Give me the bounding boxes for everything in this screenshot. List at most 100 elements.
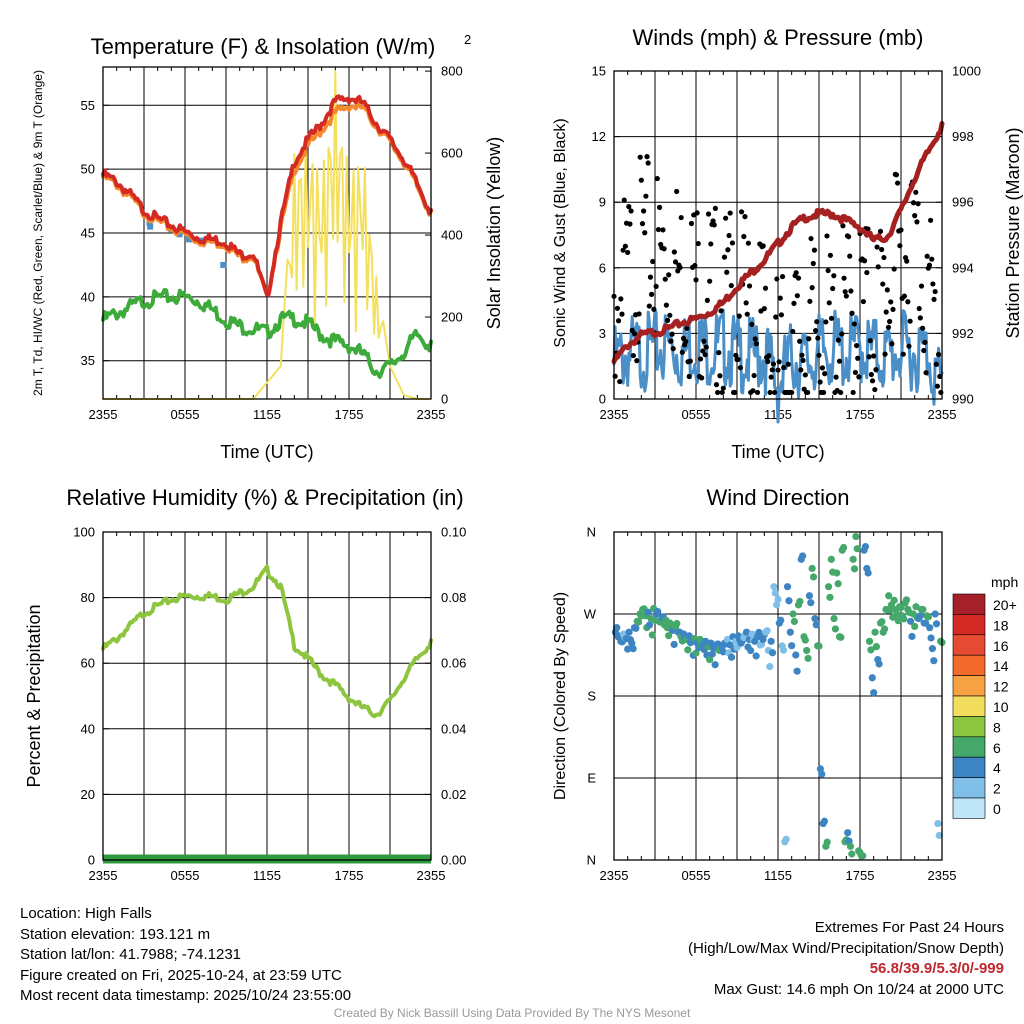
- x-tick-label: 2355: [928, 868, 957, 883]
- direction-point: [852, 532, 860, 541]
- chart-title: Wind Direction: [706, 485, 849, 510]
- gust-point: [743, 300, 749, 306]
- colorbar: mph 20+ 18 16 14 12 10 8 6 4 2 0: [952, 574, 1018, 819]
- direction-point: [886, 606, 894, 614]
- gust-point: [931, 296, 937, 303]
- gust-point: [762, 285, 769, 291]
- x-tick-label: 1155: [253, 407, 281, 422]
- gust-point: [718, 308, 724, 314]
- direction-point: [820, 817, 829, 825]
- direction-point: [629, 645, 637, 653]
- gust-point: [793, 270, 799, 276]
- y-axis-label-left: Sonic Wind & Gust (Blue, Black): [552, 118, 569, 347]
- y-tick-label-right: 400: [441, 228, 463, 243]
- colorbar-swatch: [952, 797, 986, 819]
- chart-3: 2355 0555 1155 1755 23550204060801000.000.02…: [24, 485, 466, 883]
- gust-point: [887, 318, 893, 325]
- gust-point: [674, 188, 680, 195]
- gust-point: [930, 281, 936, 287]
- direction-point: [815, 642, 823, 650]
- gust-point: [625, 249, 631, 256]
- direction-point: [644, 608, 652, 616]
- gust-point: [750, 388, 756, 394]
- x-tick-label: 0555: [171, 868, 200, 883]
- direction-point: [684, 646, 692, 654]
- colorbar-label: 6: [993, 740, 1001, 756]
- gust-point: [683, 338, 689, 345]
- direction-point: [803, 646, 811, 655]
- direction-point: [768, 649, 777, 657]
- extremes-values: 56.8/39.9/5.3/0/-999: [869, 960, 1004, 977]
- gust-point: [898, 227, 904, 233]
- direction-point: [811, 614, 819, 623]
- gust-point: [835, 337, 841, 343]
- y-tick-label-right: 0.04: [441, 721, 466, 736]
- gust-point: [704, 297, 710, 303]
- gust-point: [775, 367, 781, 373]
- gust-point: [785, 361, 791, 367]
- gust-point: [880, 281, 886, 287]
- direction-point: [849, 555, 857, 563]
- direction-point: [635, 618, 643, 626]
- colorbar-swatch: [952, 695, 986, 717]
- gust-point: [617, 378, 623, 385]
- y-tick-label: 45: [81, 226, 95, 241]
- y-tick-label-right: 994: [952, 260, 974, 275]
- gust-point: [695, 240, 701, 247]
- gust-point: [716, 350, 722, 356]
- gust-point: [744, 311, 750, 317]
- x-tick-label: 0555: [682, 868, 711, 883]
- gust-point: [851, 321, 857, 327]
- gust-point: [882, 351, 888, 357]
- gust-point: [877, 228, 884, 234]
- gust-point: [879, 246, 885, 253]
- gust-point: [912, 213, 918, 219]
- gust-point: [612, 373, 618, 379]
- direction-point: [711, 661, 719, 669]
- gust-point: [712, 205, 718, 211]
- direction-point: [645, 621, 654, 629]
- gust-point: [735, 356, 741, 362]
- direction-point: [708, 650, 717, 658]
- gust-point: [815, 335, 821, 341]
- gust-point: [637, 154, 643, 160]
- x-tick-label: 2355: [89, 407, 118, 422]
- y-tick-label-right: 992: [952, 326, 974, 341]
- y-tick-label: 0: [599, 392, 606, 407]
- direction-point: [782, 835, 790, 843]
- direction-point: [867, 646, 875, 654]
- station-location: Location: High Falls: [20, 905, 152, 922]
- station-info: Location: High Falls Station elevation: …: [20, 904, 351, 1007]
- gust-point: [901, 293, 908, 299]
- direction-point: [807, 599, 815, 607]
- direction-point: [928, 645, 937, 653]
- gust-point: [707, 278, 713, 284]
- y-tick-label: 35: [81, 353, 95, 368]
- direction-point: [872, 643, 881, 651]
- x-tick-label: 2355: [600, 868, 629, 883]
- gust-point: [713, 382, 720, 388]
- direction-point: [823, 838, 831, 846]
- gust-point: [918, 283, 925, 289]
- x-tick-label: 1755: [335, 868, 364, 883]
- gust-point: [717, 373, 723, 379]
- y-tick-label: W: [584, 607, 597, 622]
- gust-point: [729, 240, 736, 246]
- gust-point: [928, 217, 934, 223]
- gust-point: [910, 200, 917, 206]
- gust-point: [905, 299, 911, 305]
- x-axis-label: Time (UTC): [731, 442, 824, 462]
- gust-point: [643, 193, 649, 199]
- direction-point: [692, 649, 700, 657]
- x-tick-label: 2355: [417, 868, 446, 883]
- direction-point: [747, 646, 755, 655]
- gust-point: [823, 319, 829, 325]
- recent-data-timestamp: Most recent data timestamp: 2025/10/24 2…: [20, 987, 352, 1004]
- gust-point: [669, 331, 675, 337]
- gust-point: [926, 262, 933, 268]
- gust-point: [824, 233, 830, 239]
- direction-point: [755, 628, 763, 637]
- gust-point: [812, 327, 819, 334]
- gust-point: [840, 223, 846, 229]
- direction-point: [902, 596, 911, 604]
